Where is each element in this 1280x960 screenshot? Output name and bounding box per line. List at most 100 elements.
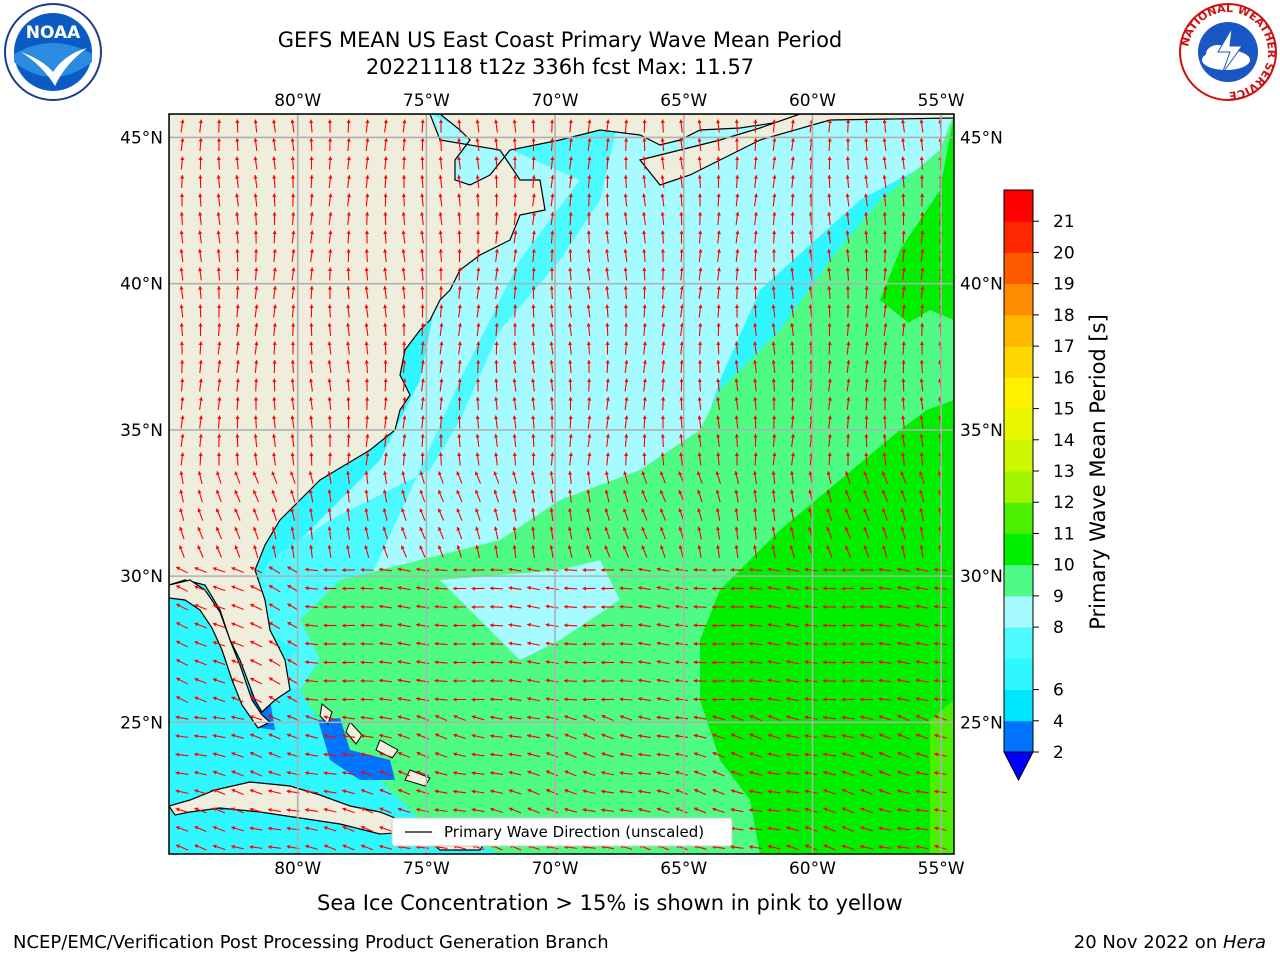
wave-arrow [730,641,744,647]
wave-arrow [531,526,536,540]
wave-arrow [878,807,892,813]
wave-arrow [231,770,244,777]
wave-arrow [305,715,318,721]
wave-arrow [327,285,333,300]
wave-arrow [327,359,332,374]
wave-arrow [452,567,467,573]
wave-arrow [624,415,629,429]
wave-arrow [364,489,369,503]
wave-arrow [697,174,702,189]
wave-arrow [586,545,592,558]
wave-arrow [772,433,777,448]
lon-tick-label-bottom: 80°W [274,859,321,879]
wave-arrow [619,697,633,702]
wave-arrow [323,715,337,721]
wave-arrow [730,604,744,610]
wave-arrow [198,322,203,337]
wave-arrow [342,825,355,832]
wave-arrow [402,378,407,392]
wave-arrow [397,733,411,740]
wave-arrow [734,433,739,448]
wave-arrow [364,267,369,281]
wave-arrow [619,807,633,813]
wave-arrow [304,641,319,646]
wave-arrow [660,452,665,466]
wave-arrow [235,267,240,281]
wave-arrow [231,788,244,796]
wave-arrow [197,545,204,558]
wave-arrow [605,452,610,466]
wave-arrow [323,844,337,851]
wave-arrow [545,751,559,758]
host-name: Hera [1222,932,1266,953]
wave-arrow [341,586,356,591]
wave-arrow [327,489,332,503]
lon-tick-label-bottom: 65°W [660,859,707,879]
wave-arrow [878,623,892,628]
wave-arrow [180,452,185,466]
wave-arrow [716,322,721,337]
wave-arrow [272,156,277,170]
wave-arrow [527,770,540,777]
wave-arrow [716,174,721,189]
wave-arrow [437,471,444,484]
wave-arrow [864,359,869,374]
wave-arrow [920,285,925,300]
wave-arrow [563,623,578,628]
wave-arrow [217,415,222,429]
wave-arrow [715,489,721,503]
wave-arrow [453,752,466,758]
wave-arrow [734,415,739,429]
wave-arrow [476,267,481,281]
wave-arrow [804,770,818,776]
wave-arrow [304,789,319,794]
nws-logo: NATIONAL WEATHER SERVICE [1178,2,1278,102]
wave-arrow [822,715,837,720]
wave-arrow [401,230,406,244]
wave-arrow [715,526,721,540]
wave-arrow [564,789,577,795]
ocean-zone-mid-cyan [240,114,620,690]
wave-arrow [452,770,467,776]
wave-arrow [494,378,499,392]
wave-arrow [605,415,610,429]
wave-arrow [697,359,703,374]
wave-arrow [619,715,633,721]
wave-arrow [772,211,777,226]
wave-arrow [490,715,503,720]
wave-arrow [360,715,374,720]
wave-arrow [883,248,888,263]
wave-arrow [846,378,851,392]
wave-arrow [846,304,851,318]
wave-arrow [637,771,652,776]
wave-arrow [419,545,426,558]
wave-arrow [291,248,296,263]
wave-arrow [438,211,443,226]
wave-arrow [748,586,763,591]
lat-tick-label-right: 35°N [960,421,1003,441]
colorbar-swatch [1004,627,1033,659]
wave-arrow [878,770,892,777]
wave-arrow [767,733,781,740]
wave-arrow [919,137,924,152]
wave-arrow [661,341,666,355]
wave-arrow [845,267,850,281]
wave-arrow [915,585,929,591]
wave-arrow [489,734,504,739]
wave-arrow [304,808,319,813]
wave-arrow [804,807,818,813]
wave-arrow [550,230,555,244]
wave-arrow [881,508,888,521]
wave-arrow [327,396,332,411]
wave-arrow [605,304,610,318]
wave-arrow [471,789,485,794]
wave-arrow [397,567,411,572]
wave-arrow [846,396,851,411]
wave-arrow [457,322,462,337]
wave-arrow [920,248,925,263]
wave-arrow [568,193,573,207]
wave-arrow [512,508,517,521]
wave-arrow [767,659,781,665]
wave-arrow [790,452,795,466]
colorbar-swatch [1004,689,1033,722]
